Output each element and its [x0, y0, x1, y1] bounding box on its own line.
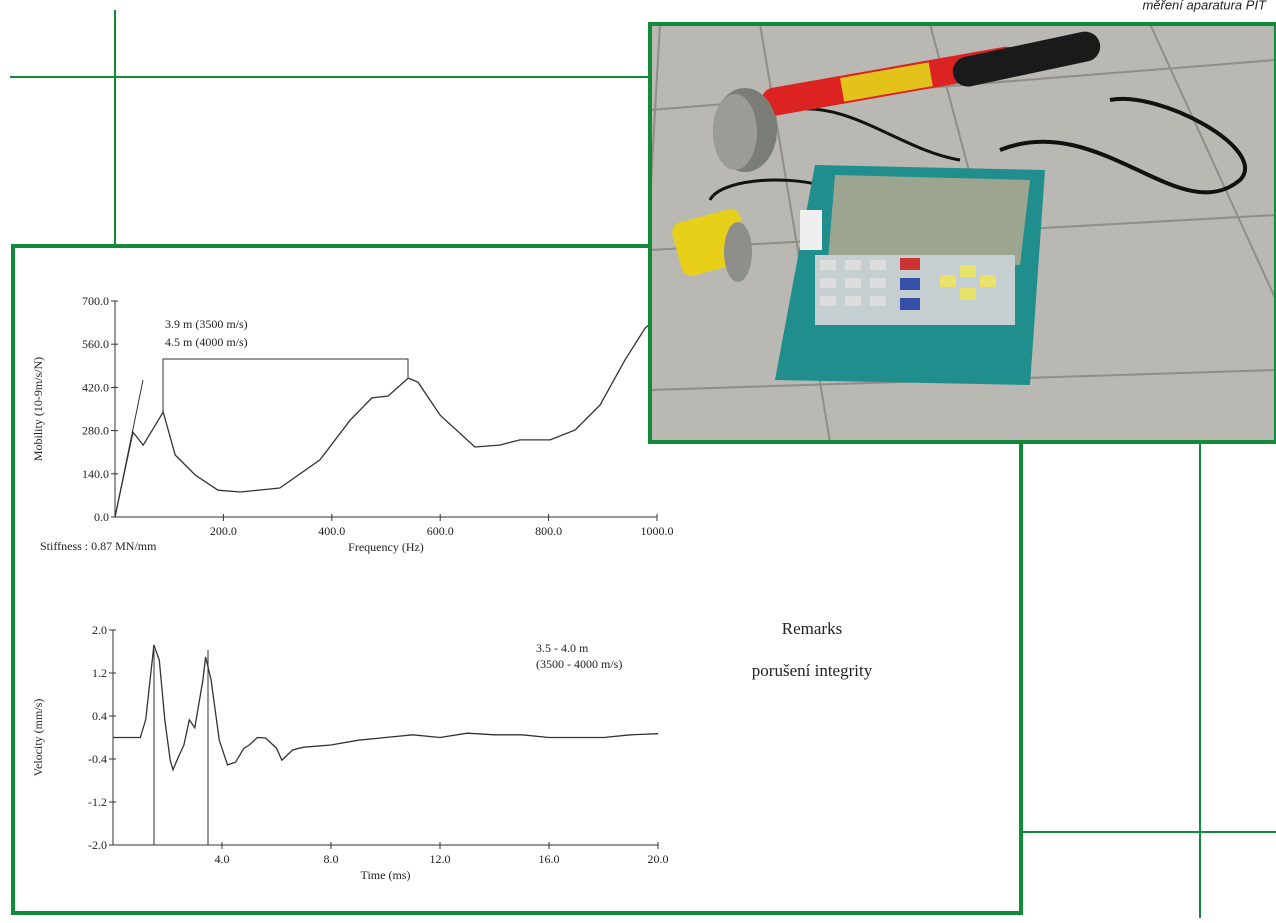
y-tick-label: 0.4: [92, 709, 107, 723]
y-axis-label: Mobility (10-9m/s/N): [31, 357, 45, 461]
document: měření aparatura PIT 0.0 140.0 280.0 420.0 5…: [0, 0, 1276, 918]
caption: měření aparatura PIT: [1142, 0, 1267, 12]
y-tick-label: 1.2: [92, 666, 107, 680]
y-axis-label: Velocity (mm/s): [31, 699, 45, 777]
y-tick-label: 420.0: [82, 380, 109, 394]
remarks-title: Remarks: [782, 619, 842, 638]
annotation: 3.5 - 4.0 m: [536, 641, 589, 655]
x-tick-label: 4.0: [215, 852, 230, 866]
remarks-text: porušení integrity: [752, 661, 873, 680]
x-tick-label: 20.0: [648, 852, 669, 866]
x-axis-label: Time (ms): [361, 868, 411, 882]
y-tick-label: 2.0: [92, 623, 107, 637]
x-tick-label: 16.0: [539, 852, 560, 866]
x-tick-label: 800.0: [535, 524, 562, 538]
annotation: 4.5 m (4000 m/s): [165, 335, 248, 349]
y-tick-label: 140.0: [82, 467, 109, 481]
x-tick-label: 600.0: [427, 524, 454, 538]
page: { "caption": "měření aparatura PIT", "re…: [0, 0, 1276, 918]
y-tick-label: -2.0: [88, 838, 107, 852]
photo: [650, 24, 1276, 442]
y-tick-label: 0.0: [94, 510, 109, 524]
y-tick-label: -0.4: [88, 752, 107, 766]
y-tick-label: 280.0: [82, 424, 109, 438]
x-tick-label: 12.0: [430, 852, 451, 866]
annotation: (3500 - 4000 m/s): [536, 657, 622, 671]
y-tick-label: 700.0: [82, 294, 109, 308]
annotation: 3.9 m (3500 m/s): [165, 317, 248, 331]
x-tick-label: 8.0: [324, 852, 339, 866]
x-tick-label: 400.0: [318, 524, 345, 538]
x-tick-label: 1000.0: [641, 524, 674, 538]
x-axis-label: Frequency (Hz): [348, 540, 424, 554]
x-tick-label: 200.0: [210, 524, 237, 538]
annotation: Stiffness : 0.87 MN/mm: [40, 539, 157, 553]
y-tick-label: 560.0: [82, 337, 109, 351]
y-tick-label: -1.2: [88, 795, 107, 809]
